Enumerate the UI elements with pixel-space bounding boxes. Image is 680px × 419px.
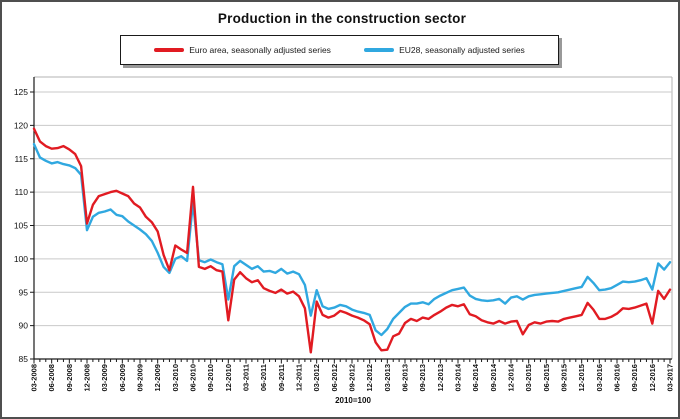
y-tick-label: 120 [14,120,28,130]
x-tick-label: 12-2011 [295,364,304,391]
x-tick-label: 06-2015 [542,364,551,392]
x-tick-label: 06-2010 [189,364,198,392]
y-tick-label: 115 [14,154,28,164]
x-tick-label: 12-2016 [648,364,657,392]
x-tick-label: 03-2016 [595,364,604,392]
series-line-eu28 [32,142,672,337]
x-tick-label: 03-2008 [30,364,39,392]
x-tick-label: 03-2017 [666,364,675,392]
x-tick-label: 12-2014 [507,363,516,391]
x-tick-label: 09-2016 [630,364,639,392]
x-tick-label: 03-2014 [454,363,463,391]
x-tick-label: 06-2012 [330,364,339,392]
legend-item-eu28: EU28, seasonally adjusted series [364,45,525,55]
x-tick-label: 09-2011 [277,364,286,391]
x-tick-label: 09-2013 [418,364,427,392]
x-tick-label: 03-2012 [312,364,321,392]
x-tick-label: 03-2009 [100,364,109,392]
x-tick-label: 03-2010 [171,364,180,392]
y-tick-label: 110 [14,187,28,197]
eu28-line-icon [364,48,395,52]
x-tick-label: 06-2014 [471,363,480,391]
y-tick-label: 95 [19,287,29,297]
y-tick-label: 125 [14,87,28,97]
x-tick-label: 09-2015 [560,364,569,392]
x-tick-label: 03-2013 [383,364,392,392]
y-tick-label: 100 [14,254,28,264]
x-tick-label: 12-2009 [153,364,162,392]
index-base-note: 2010=100 [335,396,371,405]
x-tick-label: 06-2013 [401,364,410,392]
x-tick-label: 06-2009 [118,364,127,392]
x-tick-label: 12-2012 [365,364,374,392]
x-tick-label: 06-2016 [613,364,622,392]
x-tick-label: 09-2014 [489,363,498,391]
x-tick-label: 09-2009 [136,364,145,392]
x-tick-label: 12-2008 [83,364,92,392]
chart-title: Production in the construction sector [217,11,467,26]
euro-area-line-icon [154,48,185,52]
legend-label-euro-area: Euro area, seasonally adjusted series [189,45,331,55]
x-tick-label: 12-2013 [436,364,445,392]
x-tick-label: 03-2011 [242,364,251,391]
series-line-euro-area [32,127,672,354]
x-tick-label: 03-2015 [524,364,533,392]
y-tick-label: 105 [14,221,28,231]
x-tick-label: 09-2008 [65,364,74,392]
legend-label-eu28: EU28, seasonally adjusted series [399,45,525,55]
x-tick-label: 09-2010 [206,364,215,392]
y-tick-label: 85 [19,354,29,364]
x-tick-label: 09-2012 [348,364,357,392]
legend-item-euro-area: Euro area, seasonally adjusted series [154,45,331,55]
x-tick-label: 12-2015 [577,364,586,392]
legend: Euro area, seasonally adjusted series EU… [120,35,559,65]
y-tick-label: 90 [19,321,29,331]
x-tick-label: 12-2010 [224,364,233,392]
x-tick-label: 06-2011 [259,364,268,391]
x-tick-label: 06-2008 [47,364,56,392]
